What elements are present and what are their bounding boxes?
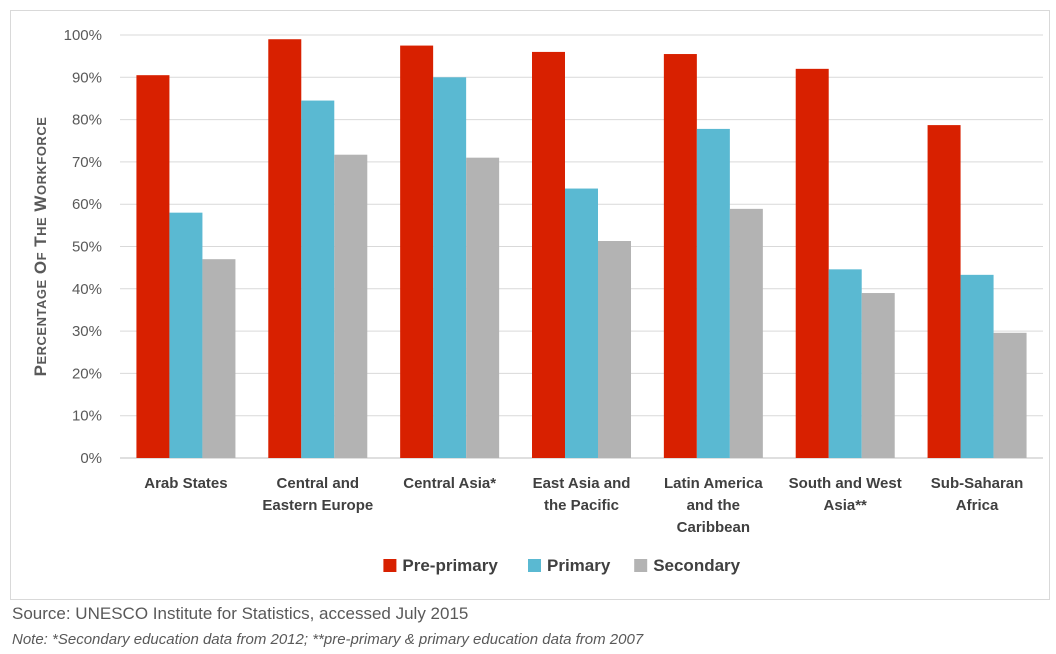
bar-primary-5 bbox=[828, 269, 862, 458]
bar-secondary-5 bbox=[861, 293, 895, 458]
bar-primary-4 bbox=[696, 128, 730, 458]
bar-secondary-0 bbox=[202, 259, 236, 458]
x-category-label: East Asia and the Pacific bbox=[533, 475, 631, 514]
y-tick-label: 40% bbox=[72, 281, 102, 298]
y-tick-label: 100% bbox=[64, 27, 102, 44]
bar-pre-primary-3 bbox=[532, 51, 565, 459]
y-tick-label: 90% bbox=[72, 69, 102, 86]
y-tick-label: 50% bbox=[72, 239, 102, 256]
source-text: Source: UNESCO Institute for Statistics,… bbox=[12, 604, 469, 623]
y-axis-label-text: PERCENTAGE OF THE WORKFORCE bbox=[31, 117, 50, 377]
legend: Pre-primary Primary Secondary bbox=[383, 556, 741, 575]
bar-pre-primary-2 bbox=[400, 45, 434, 458]
y-tick-label: 20% bbox=[72, 365, 102, 382]
bar-primary-0 bbox=[169, 212, 203, 458]
bar-primary-6 bbox=[960, 274, 994, 458]
legend-swatch-secondary bbox=[634, 559, 648, 572]
y-tick-label: 80% bbox=[72, 112, 102, 129]
bar-secondary-1 bbox=[334, 154, 368, 459]
y-tick-label: 0% bbox=[80, 450, 102, 467]
x-category-label: Latin America and the Caribbean bbox=[664, 475, 763, 536]
bar-primary-3 bbox=[565, 188, 598, 458]
y-tick-label: 70% bbox=[72, 154, 102, 171]
bar-pre-primary-6 bbox=[927, 125, 961, 458]
y-tick-label: 60% bbox=[72, 196, 102, 213]
x-category-label: Sub-Saharan Africa bbox=[931, 475, 1024, 514]
legend-label-secondary: Secondary bbox=[653, 556, 740, 575]
y-axis-label: PERCENTAGE OF THE WORKFORCE bbox=[31, 117, 50, 377]
x-category-label: Central and Eastern Europe bbox=[262, 475, 373, 514]
legend-label-pre-primary: Pre-primary bbox=[402, 556, 498, 575]
bar-pre-primary-5 bbox=[795, 68, 829, 458]
y-tick-label: 30% bbox=[72, 323, 102, 340]
note-text: Note: *Secondary education data from 201… bbox=[12, 631, 644, 648]
bar-pre-primary-0 bbox=[136, 75, 170, 458]
bar-secondary-6 bbox=[993, 332, 1027, 458]
x-category-label: Central Asia* bbox=[403, 475, 496, 492]
bar-secondary-4 bbox=[729, 208, 763, 458]
bar-chart: 0% 10% 20% 30% 40% 50% 60% 70% 80% 90% 100% PERCEN… bbox=[31, 27, 1043, 575]
bar-secondary-3 bbox=[598, 241, 631, 458]
x-axis-categories: Arab States Central and Eastern Europe Cent… bbox=[144, 475, 1023, 536]
legend-swatch-pre-primary bbox=[383, 559, 397, 572]
bar-primary-1 bbox=[301, 100, 335, 458]
x-category-label: South and West Asia** bbox=[789, 475, 902, 514]
x-category-label: Arab States bbox=[144, 475, 227, 492]
chart-frame bbox=[10, 10, 1050, 600]
bar-primary-2 bbox=[433, 77, 467, 459]
legend-swatch-primary bbox=[528, 559, 541, 572]
y-axis-ticks: 0% 10% 20% 30% 40% 50% 60% 70% 80% 90% 100% bbox=[64, 27, 102, 467]
bars bbox=[136, 39, 1027, 459]
y-tick-label: 10% bbox=[72, 408, 102, 425]
bar-pre-primary-4 bbox=[663, 54, 697, 458]
bar-pre-primary-1 bbox=[268, 39, 302, 458]
bar-secondary-2 bbox=[466, 157, 500, 459]
legend-label-primary: Primary bbox=[547, 556, 611, 575]
